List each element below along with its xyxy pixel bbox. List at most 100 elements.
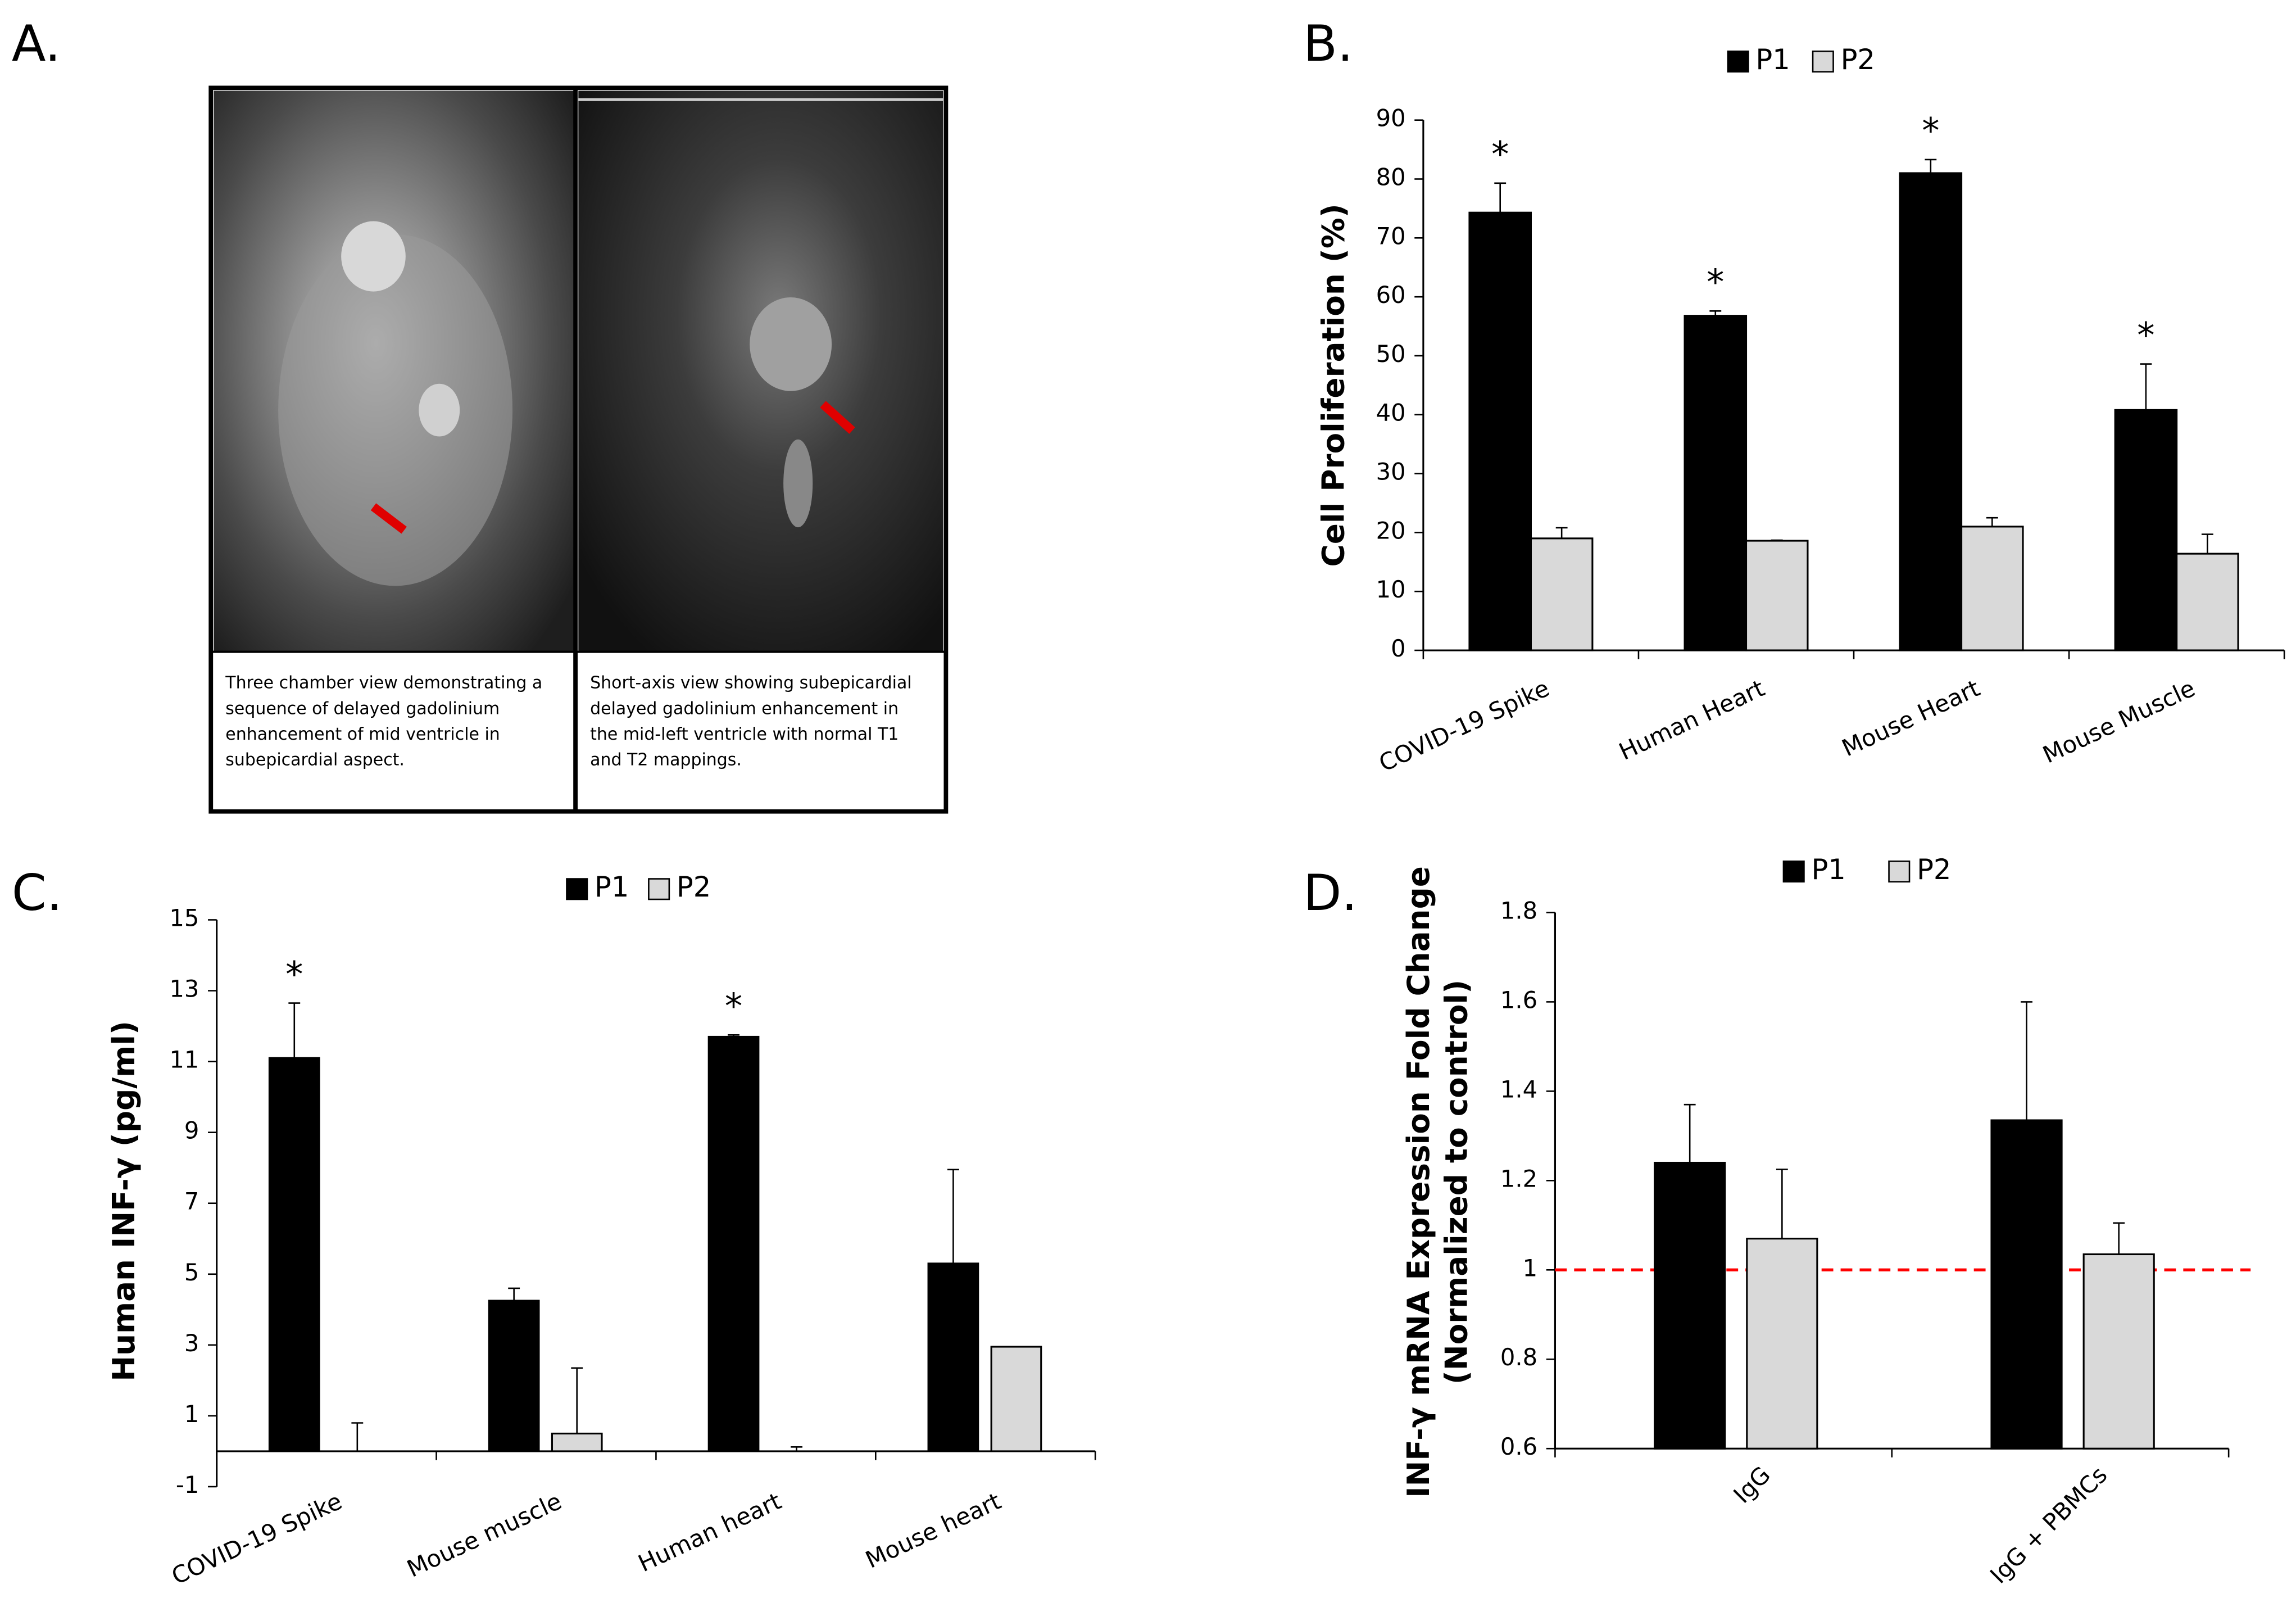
legend-swatch [566,878,588,900]
y-tick-label: 10 [1376,576,1406,603]
x-tick-label: COVID-19 Spike [1374,674,1553,777]
significance-marker: * [285,954,303,995]
caption-line: subepicardial aspect. [225,750,405,770]
error-bar [2113,1222,2125,1255]
caption-line: Three chamber view demonstrating a [225,673,542,693]
y-tick-label: 3 [184,1329,199,1357]
bar [927,1262,979,1452]
error-bar [728,1034,739,1037]
bar [1960,526,2024,651]
legend-label: P2 [1917,853,1951,886]
panel-label: D. [1303,864,1357,922]
bar [707,1035,760,1452]
y-tick-label: 40 [1376,399,1406,427]
error-bar [2021,1001,2032,1121]
bar [488,1300,540,1452]
caption-line: Short-axis view showing subepicardial [590,673,911,693]
legend-swatch [1812,50,1834,73]
mri-image [783,439,813,528]
y-tick-label: 60 [1376,281,1406,309]
error-bar [1771,539,1783,541]
bar [551,1432,603,1452]
y-tick-label: 1.8 [1500,897,1537,924]
legend-swatch [1782,860,1805,883]
significance-marker: * [1922,110,1939,151]
mri-image [750,297,832,391]
y-tick-label: 1.4 [1500,1075,1537,1103]
bar [1990,1119,2063,1450]
bar [1684,315,1748,651]
error-bar [508,1287,520,1301]
mri-image [341,221,406,292]
y-tick-label: 0 [1391,635,1406,662]
error-bar [947,1169,959,1264]
error-bar [288,1002,301,1058]
significance-marker: * [725,986,742,1027]
x-tick-label: Mouse muscle [403,1487,566,1583]
x-tick-label: IgG [1728,1461,1776,1509]
caption-line: enhancement of mid ventricle in [225,725,500,744]
y-tick-label: 11 [169,1046,199,1074]
y-tick-label: 1 [184,1400,199,1428]
y-tick-label: 5 [184,1259,199,1286]
mri-image [419,383,460,437]
mri-panel: Three chamber view demonstrating a sequen… [208,85,949,814]
error-bar [351,1422,364,1451]
arrow [820,401,855,434]
y-tick-label: 7 [184,1188,199,1215]
legend-swatch [1727,50,1749,73]
bar [990,1346,1042,1452]
y-tick-label: 30 [1376,458,1406,486]
panel-label: B. [1303,15,1353,73]
bar [2082,1253,2155,1450]
significance-marker: * [1707,261,1724,302]
x-tick-label: IgG + PBMCs [1985,1461,2113,1589]
bar [268,1057,320,1452]
error-bar [791,1446,803,1451]
y-tick-label: 13 [169,975,199,1003]
legend-label: P1 [1755,43,1790,76]
legend-label: P1 [1811,853,1845,886]
error-bar [1555,527,1568,538]
caption-line: the mid-left ventricle with normal T1 [590,725,899,744]
y-tick-label: 70 [1376,222,1406,250]
legend-swatch [1888,860,1911,883]
error-bar [2140,363,2152,410]
bar [2114,409,2178,651]
bar [1745,540,1809,651]
panel-label: C. [12,864,62,922]
y-tick-label: 1.6 [1500,986,1537,1013]
y-tick-label: 80 [1376,163,1406,191]
y-tick-label: 9 [184,1117,199,1144]
y-axis-label: (Normalized to control) [1439,980,1474,1384]
mri-image [278,234,513,586]
error-bar [1709,310,1722,316]
legend-label: P2 [677,871,711,903]
y-tick-label: 1 [1523,1254,1538,1282]
bar [1746,1238,1818,1450]
legend-label: P2 [1841,43,1875,76]
y-tick-label: 50 [1376,340,1406,368]
caption-line: and T2 mappings. [590,750,742,770]
y-tick-label: 15 [169,904,199,931]
y-axis-label: Human INF-γ (pg/ml) [106,1021,142,1382]
legend-swatch [648,878,670,900]
significance-marker: * [1491,134,1509,175]
x-tick-label: Mouse heart [861,1487,1005,1574]
error-bar [571,1367,583,1434]
y-tick-label: 20 [1376,517,1406,544]
x-tick-label: COVID-19 Spike [167,1487,346,1590]
error-bar [1684,1103,1696,1163]
x-tick-label: Mouse Heart [1837,674,1984,762]
error-bar [1776,1169,1788,1239]
error-bar [1494,182,1507,213]
legend-label: P1 [595,871,629,903]
error-bar [1986,517,1998,527]
bar [2176,553,2239,651]
arrow [370,503,407,534]
error-bar [1925,159,1937,174]
error-bar [2201,533,2213,554]
y-axis-label: INF-γ mRNA Expression Fold Change [1400,866,1436,1498]
significance-marker: * [2137,315,2154,356]
